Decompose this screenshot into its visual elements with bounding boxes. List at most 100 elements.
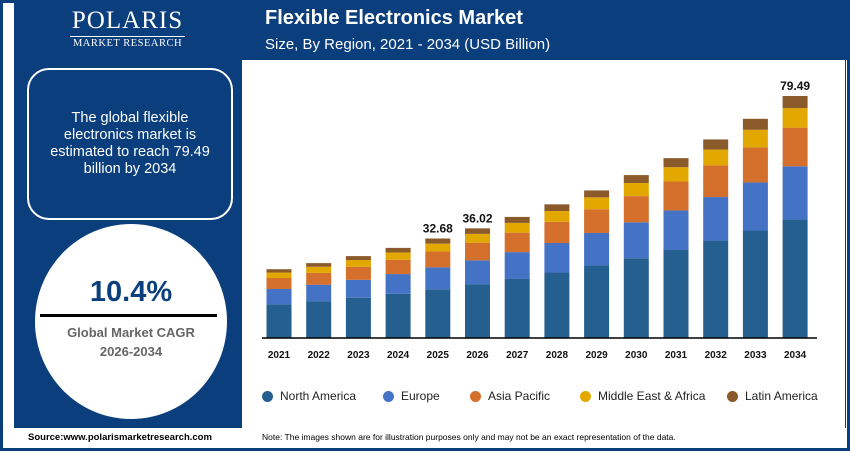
bar-segment-europe-2025 bbox=[425, 267, 451, 290]
bar-segment-asia-pacific-2032 bbox=[703, 165, 729, 198]
polaris-logo: POLARIS MARKET RESEARCH bbox=[70, 8, 185, 49]
bar-segment-europe-2031 bbox=[663, 210, 689, 251]
legend-label: Latin America bbox=[745, 389, 818, 403]
bar-segment-asia-pacific-2024 bbox=[385, 259, 411, 275]
bar-segment-middle-east-africa-2029 bbox=[584, 197, 610, 210]
bar-segment-middle-east-africa-2025 bbox=[425, 243, 451, 252]
x-tick-label: 2031 bbox=[665, 350, 688, 361]
bar-segment-middle-east-africa-2021 bbox=[266, 272, 292, 279]
cagr-label-block: Global Market CAGR 2026-2034 bbox=[35, 323, 227, 361]
bar-segment-north-america-2024 bbox=[385, 293, 411, 338]
x-tick-label: 2033 bbox=[744, 350, 767, 361]
bar-segment-europe-2023 bbox=[345, 279, 371, 298]
bar-segment-europe-2022 bbox=[306, 284, 332, 302]
x-tick-label: 2026 bbox=[466, 350, 489, 361]
note-text: Note: The images shown are for illustrat… bbox=[262, 432, 676, 442]
bar-segment-latin-america-2027 bbox=[504, 216, 530, 223]
bar-segment-north-america-2030 bbox=[623, 258, 649, 338]
bar-segment-middle-east-africa-2032 bbox=[703, 149, 729, 166]
legend-swatch bbox=[727, 390, 738, 402]
logo-sub: MARKET RESEARCH bbox=[70, 36, 185, 49]
bar-segment-north-america-2027 bbox=[504, 278, 530, 338]
legend-item: North America bbox=[262, 389, 356, 403]
bar-segment-middle-east-africa-2033 bbox=[742, 129, 768, 148]
bar-segment-north-america-2021 bbox=[266, 304, 292, 338]
legend-item: Europe bbox=[383, 389, 440, 403]
legend-label: Middle East & Africa bbox=[598, 389, 706, 403]
bar-segment-middle-east-africa-2034 bbox=[782, 108, 808, 128]
bar-segment-asia-pacific-2027 bbox=[504, 232, 530, 253]
bar-segment-asia-pacific-2022 bbox=[306, 272, 332, 285]
x-tick-label: 2034 bbox=[784, 350, 807, 361]
bar-segment-north-america-2026 bbox=[465, 284, 490, 338]
bar-segment-middle-east-africa-2031 bbox=[663, 167, 689, 182]
bar-segment-middle-east-africa-2024 bbox=[385, 252, 411, 260]
bar-segment-latin-america-2034 bbox=[782, 96, 808, 109]
bar-segment-asia-pacific-2034 bbox=[782, 127, 808, 167]
bar-segment-north-america-2031 bbox=[663, 250, 689, 338]
bar-segment-north-america-2028 bbox=[544, 272, 570, 338]
x-tick-label: 2030 bbox=[625, 350, 648, 361]
legend-item: Asia Pacific bbox=[470, 389, 550, 403]
legend-item: Latin America bbox=[727, 389, 818, 403]
bar-segment-latin-america-2021 bbox=[266, 269, 292, 273]
bar-segment-europe-2033 bbox=[742, 182, 768, 231]
bar-segment-europe-2028 bbox=[544, 243, 570, 273]
bar-segment-asia-pacific-2028 bbox=[544, 221, 570, 244]
legend-swatch bbox=[470, 390, 481, 402]
bar-segment-latin-america-2024 bbox=[385, 247, 411, 253]
bar-segment-europe-2024 bbox=[385, 274, 411, 294]
bar-segment-latin-america-2033 bbox=[742, 118, 768, 130]
info-text: The global flexible electronics market i… bbox=[50, 110, 210, 177]
bar-segment-europe-2032 bbox=[703, 197, 729, 241]
bar-segment-north-america-2033 bbox=[742, 230, 768, 338]
bar-segment-middle-east-africa-2027 bbox=[504, 222, 530, 233]
bar-segment-asia-pacific-2026 bbox=[465, 242, 490, 261]
x-tick-label: 2021 bbox=[268, 350, 291, 361]
bar-segment-europe-2026 bbox=[465, 260, 490, 285]
bar-segment-asia-pacific-2025 bbox=[425, 251, 451, 268]
bar-segment-asia-pacific-2033 bbox=[742, 147, 768, 183]
bar-segment-asia-pacific-2029 bbox=[584, 209, 610, 233]
bar-segment-latin-america-2031 bbox=[663, 158, 689, 168]
x-tick-label: 2028 bbox=[546, 350, 569, 361]
bar-segment-europe-2021 bbox=[266, 288, 292, 305]
bar-segment-latin-america-2032 bbox=[703, 139, 729, 150]
x-tick-label: 2029 bbox=[585, 350, 608, 361]
bar-segment-middle-east-africa-2028 bbox=[544, 211, 570, 222]
bar-segment-latin-america-2026 bbox=[465, 228, 490, 234]
cagr-label: Global Market CAGR bbox=[67, 325, 195, 340]
bar-segment-north-america-2023 bbox=[345, 297, 371, 338]
legend-item: Middle East & Africa bbox=[580, 389, 705, 403]
cagr-value: 10.4% bbox=[89, 276, 173, 308]
data-label: 36.02 bbox=[462, 211, 492, 225]
bar-segment-north-america-2029 bbox=[584, 265, 610, 338]
bar-segment-europe-2029 bbox=[584, 232, 610, 266]
bar-segment-latin-america-2022 bbox=[306, 263, 332, 267]
cagr-circle bbox=[35, 224, 227, 419]
chart-title: Flexible Electronics Market bbox=[265, 7, 523, 29]
legend-label: Asia Pacific bbox=[488, 389, 551, 403]
bar-segment-latin-america-2029 bbox=[584, 190, 610, 198]
chart-subtitle: Size, By Region, 2021 - 2034 (USD Billio… bbox=[265, 36, 551, 53]
legend-swatch bbox=[580, 390, 591, 402]
data-label: 79.49 bbox=[780, 79, 810, 93]
legend-swatch bbox=[262, 390, 273, 402]
bar-segment-asia-pacific-2030 bbox=[623, 196, 649, 223]
stacked-bar-chart: 2021 2022 2023 2024 2025 32.68 2026 36.02 2027 20… bbox=[262, 79, 817, 361]
divider bbox=[40, 314, 217, 317]
bar-segment-latin-america-2025 bbox=[425, 238, 451, 244]
x-tick-label: 2022 bbox=[308, 350, 331, 361]
legend-label: Europe bbox=[401, 389, 440, 403]
cagr-period: 2026-2034 bbox=[99, 344, 163, 359]
bar-segment-middle-east-africa-2026 bbox=[465, 233, 490, 243]
bar-segment-north-america-2025 bbox=[425, 289, 451, 338]
bar-segment-europe-2027 bbox=[504, 252, 530, 279]
bar-segment-latin-america-2023 bbox=[345, 256, 371, 261]
x-tick-label: 2025 bbox=[427, 350, 450, 361]
bar-segment-middle-east-africa-2022 bbox=[306, 266, 332, 273]
bar-segment-middle-east-africa-2023 bbox=[345, 260, 371, 267]
x-tick-label: 2027 bbox=[506, 350, 529, 361]
bar-segment-latin-america-2030 bbox=[623, 175, 649, 184]
bar-segment-europe-2034 bbox=[782, 166, 808, 220]
